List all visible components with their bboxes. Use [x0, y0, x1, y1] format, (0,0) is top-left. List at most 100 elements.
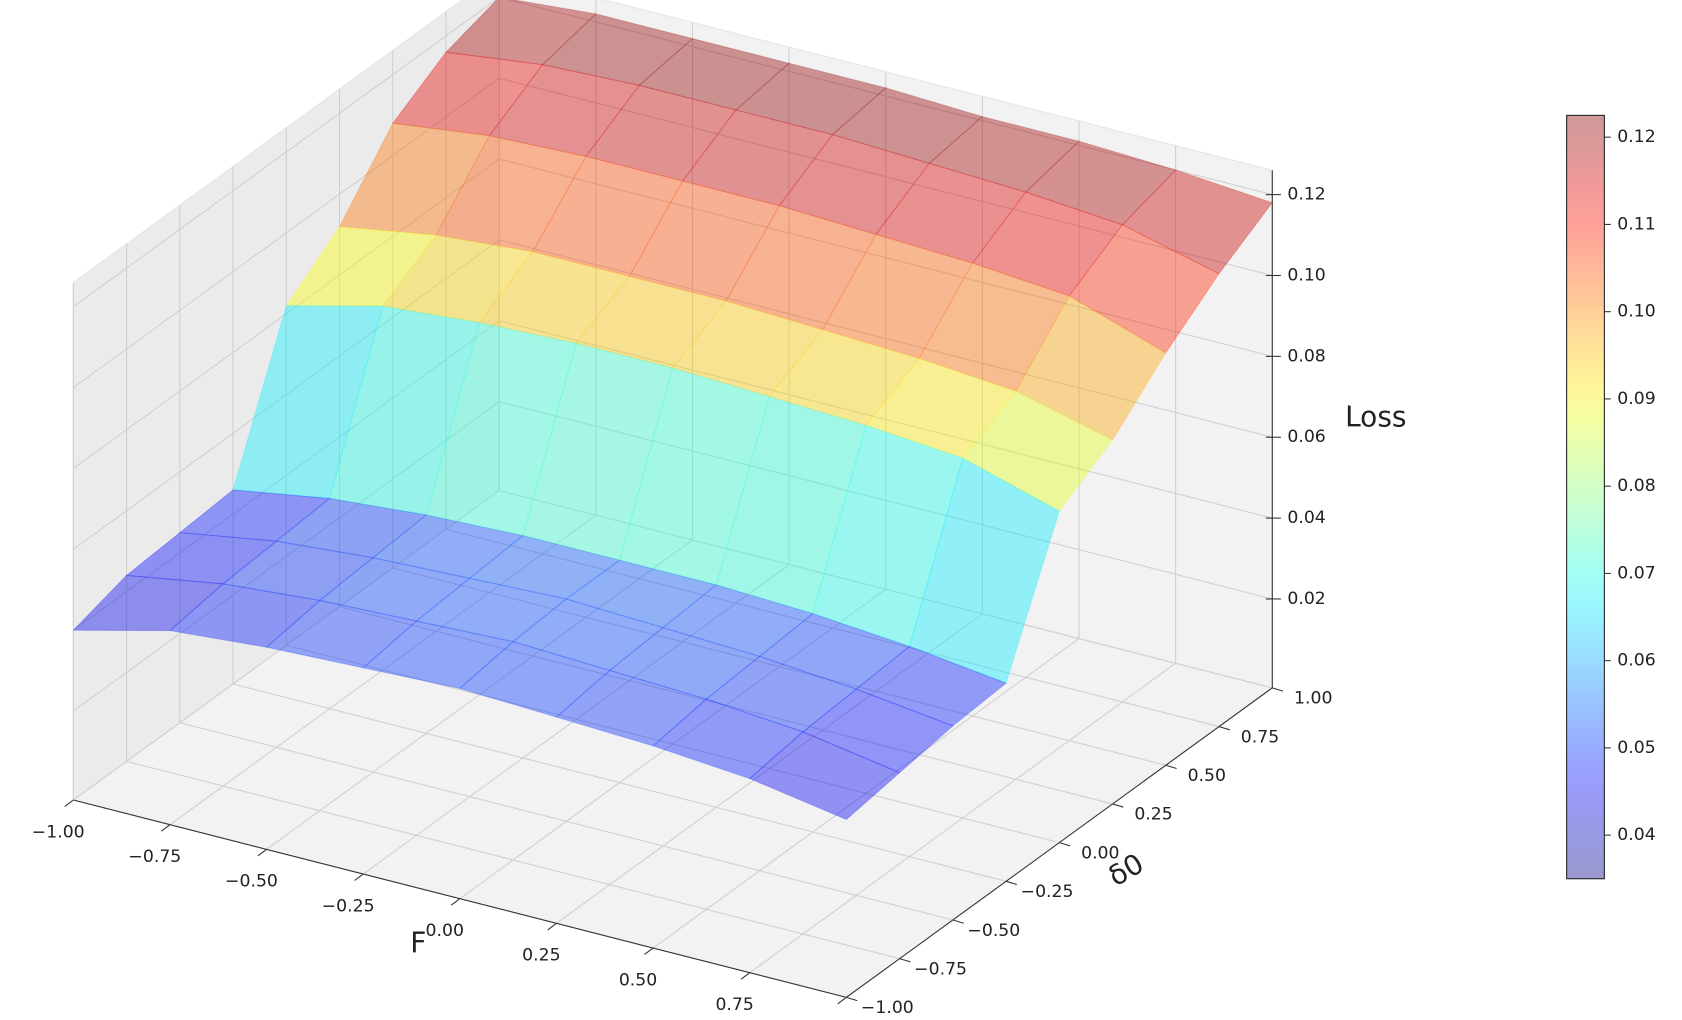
x-tick-label: 0.50: [619, 970, 657, 990]
surface-patch: [338, 122, 491, 236]
y-tick-label: 0.50: [1188, 766, 1226, 786]
surface-patch: [618, 367, 771, 586]
colorbar-tick-label: 0.12: [1617, 127, 1655, 147]
surface-patch: [671, 300, 824, 398]
colorbar-tick-label: 0.07: [1617, 563, 1655, 583]
surface-patch: [821, 233, 974, 360]
grid-line: [232, 166, 1007, 882]
y-tick: [1059, 842, 1071, 847]
z-tick-label: 0.10: [1287, 265, 1325, 285]
grid-line: [73, 401, 1273, 712]
surface-patch: [265, 599, 418, 669]
surface-patch: [458, 641, 611, 718]
surface-patch: [275, 497, 428, 559]
x-tick: [354, 873, 364, 881]
y-tick-label: 1.00: [1294, 689, 1332, 709]
surface-patch: [918, 262, 1070, 392]
surface-patch: [875, 162, 1027, 264]
x-tick-label: −0.75: [128, 847, 181, 867]
surface-patch: [928, 115, 1081, 193]
surface-patch: [575, 275, 727, 369]
z-tick-label: 0.02: [1287, 589, 1325, 609]
surface-patch: [758, 613, 911, 690]
surface-patch: [681, 109, 834, 207]
surface-patch: [855, 645, 1008, 727]
x-axis-label: F: [410, 927, 426, 960]
y-tick-label: 0.75: [1241, 727, 1279, 747]
surface-patch: [971, 191, 1124, 297]
y-tick: [1112, 803, 1124, 808]
y-tick: [1218, 726, 1230, 731]
surface-patch: [865, 357, 1017, 459]
z-tick-label: 0.06: [1287, 427, 1325, 447]
y-axis: [846, 687, 1273, 998]
x-tick-label: −1.00: [32, 822, 85, 842]
surface-patch: [652, 698, 805, 780]
x-tick: [450, 898, 461, 906]
y-tick-label: 0.25: [1134, 805, 1172, 825]
surface-patch: [1068, 224, 1220, 354]
x-tick: [644, 947, 654, 955]
grid-line: [73, 0, 1273, 308]
surface-patch: [125, 532, 278, 585]
grid-line: [73, 77, 1273, 389]
surface-patch: [541, 13, 694, 86]
colorbar-tick-label: 0.10: [1617, 302, 1655, 322]
surface-patch: [661, 584, 814, 657]
y-tick: [899, 958, 911, 963]
surface-patch: [531, 155, 684, 277]
grid-line: [498, 0, 1273, 689]
surface-patch: [628, 180, 781, 302]
surface-patch: [748, 731, 901, 821]
surface-patch: [1121, 169, 1274, 275]
y-tick-label: −0.50: [967, 921, 1020, 941]
surface-patch: [608, 627, 761, 700]
surface-patch: [778, 134, 931, 236]
surface-patch: [285, 226, 438, 307]
surface-patch: [1024, 140, 1177, 226]
y-tick: [1165, 764, 1177, 770]
x-tick: [161, 824, 171, 832]
colorbar-tick-label: 0.09: [1617, 389, 1655, 409]
x-tick-label: 0.25: [522, 946, 560, 966]
colorbar-tick-label: 0.05: [1617, 738, 1655, 758]
x-tick: [740, 972, 751, 980]
surface-patch: [328, 305, 481, 516]
y-tick-label: 0.00: [1081, 843, 1119, 863]
surface-patch: [908, 457, 1060, 684]
surface-patch: [1015, 295, 1167, 441]
grid-line: [73, 239, 1273, 550]
surface-patch: [488, 64, 641, 157]
surface-patch: [705, 655, 858, 733]
x-tick-label: −0.50: [225, 872, 278, 892]
surface-patch: [72, 574, 225, 632]
colorbar-tick-label: 0.04: [1617, 825, 1655, 845]
grid-line: [285, 127, 1060, 844]
surface-patch: [318, 557, 471, 622]
surface-patch: [178, 489, 332, 542]
x-tick: [64, 799, 74, 807]
surface-patch: [715, 395, 867, 615]
surface-patch: [768, 329, 921, 426]
surface-patch: [371, 514, 525, 579]
surface-patch: [168, 583, 322, 648]
z-axis-label: Loss: [1345, 400, 1406, 433]
y-tick-label: −1.00: [861, 998, 914, 1018]
grid-line: [445, 11, 1220, 728]
surface-patch: [638, 37, 791, 111]
x-tick-label: −0.25: [322, 896, 375, 916]
surface-patch: [425, 322, 577, 537]
z-tick-label: 0.04: [1287, 508, 1325, 528]
surface-patch: [961, 390, 1114, 512]
x-tick: [547, 922, 557, 931]
surface-patch: [555, 669, 708, 747]
grid-line: [179, 205, 953, 921]
colorbar-tick-label: 0.08: [1617, 476, 1655, 496]
z-tick-label: 0.08: [1287, 346, 1325, 366]
grid-line: [73, 320, 1273, 631]
surface-patch: [812, 424, 964, 648]
grid-line: [73, 158, 1273, 469]
y-tick: [952, 919, 964, 924]
grid-line: [338, 89, 1113, 805]
